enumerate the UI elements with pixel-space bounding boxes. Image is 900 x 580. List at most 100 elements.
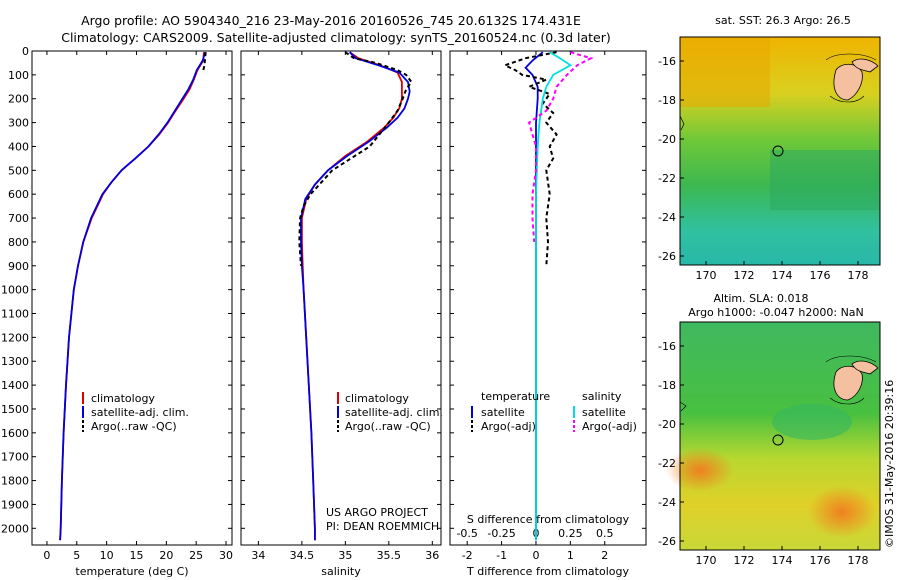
sla-map-title2: Argo h1000: -0.047 h2000: NaN	[688, 306, 864, 319]
series-argo-raw-qc	[202, 52, 207, 71]
y-tick-label: 2000	[1, 522, 29, 535]
sst-warm-patch	[680, 37, 770, 107]
temperature-panel: 0100200300400500600700800900100011001200…	[1, 45, 233, 578]
sla-map-frame	[679, 321, 881, 551]
coast-fragment	[679, 401, 687, 412]
y-tick-label: 1200	[1, 331, 29, 344]
sst-map-title: sat. SST: 26.3 Argo: 26.5	[715, 14, 851, 27]
sla-map-axes: 170 172 174 176 178 -16 -18 -20 -22 -24 -26	[658, 340, 868, 567]
lon-tick-label: 172	[734, 269, 755, 282]
series-argo-raw-qc	[298, 51, 413, 266]
y-tick-label: 1400	[1, 379, 29, 392]
y-tick-label: 100	[8, 69, 29, 82]
header-line1: Argo profile: AO 5904340_216 23-May-2016…	[81, 13, 581, 28]
lat-tick-label: -16	[658, 55, 676, 68]
lat-tick-label: -22	[658, 457, 676, 470]
header-line2: Climatology: CARS2009. Satellite-adjuste…	[61, 30, 611, 45]
salinity-panel: 34 34.5 35 35.5 36 salinity	[240, 50, 442, 578]
lat-tick-label: -22	[658, 172, 676, 185]
lat-tick-label: -20	[658, 133, 676, 146]
y-tick-label: 1000	[1, 284, 29, 297]
x-tick-label: 25	[189, 549, 203, 562]
y-tick-label: 600	[8, 188, 29, 201]
lat-tick-label: -18	[658, 94, 676, 107]
y-tick-label: 1300	[1, 355, 29, 368]
lat-tick-label: -24	[658, 211, 676, 224]
x-tick-label: 5	[73, 549, 80, 562]
sst-map: sat. SST: 26.3 Argo: 26.5 170 172 174 176 17…	[658, 14, 881, 282]
island-viti-levu	[833, 365, 863, 401]
plot-frame	[31, 50, 233, 546]
s-difference-label: S difference from climatology	[467, 513, 630, 526]
series-satellite-adj-clim	[59, 51, 206, 541]
x-tick-label: 20	[159, 549, 173, 562]
s-tick-label: -0.25	[487, 527, 515, 540]
x-tick-label: 35.5	[377, 549, 402, 562]
x-tick-label: 36	[425, 549, 439, 562]
series-t-argo	[502, 51, 558, 266]
y-tick-label: 800	[8, 236, 29, 249]
legend-s-argo-label: Argo(-adj)	[582, 420, 637, 433]
legend-argo-label: Argo(..raw -QC)	[345, 420, 431, 433]
sst-map-axes: 170 172 174 176 178 -16 -18 -20 -22 -24 -26	[658, 55, 868, 282]
y-tick-label: 1800	[1, 475, 29, 488]
legend-satellite-label: satellite-adj. clim.	[91, 406, 189, 419]
lon-tick-label: 170	[696, 269, 717, 282]
project-annotation-line2: PI: DEAN ROEMMICH	[326, 520, 439, 533]
series-s-argo	[527, 51, 594, 242]
lon-tick-label: 178	[848, 269, 869, 282]
x-axis-label: temperature (deg C)	[75, 565, 188, 578]
legend-s-satellite-label: satellite	[582, 406, 626, 419]
x-axis-label: T difference from climatology	[466, 565, 629, 578]
island-vanua-levu	[851, 360, 879, 375]
y-tick-label: 1500	[1, 403, 29, 416]
series-t-satellite	[524, 51, 544, 541]
lat-tick-label: -26	[658, 250, 676, 263]
y-tick-label: 200	[8, 93, 29, 106]
lat-tick-label: -16	[658, 340, 676, 353]
x-tick-label: 10	[100, 549, 114, 562]
island-vanua-levu	[851, 58, 879, 73]
x-tick-label: 0	[532, 549, 539, 562]
y-tick-label: 0	[22, 45, 29, 58]
legend-t-argo-label: Argo(-adj)	[481, 420, 536, 433]
legend-temperature-title: temperature	[481, 390, 550, 403]
legend-climatology-label: climatology	[91, 392, 155, 405]
lon-tick-label: 170	[696, 554, 717, 567]
s-tick-label: 0.25	[558, 527, 583, 540]
sla-map: Altim. SLA: 0.018 Argo h1000: -0.047 h20…	[658, 292, 881, 567]
lon-tick-label: 174	[772, 554, 793, 567]
salinity-legend: climatology satellite-adj. clim. Argo(..…	[326, 392, 443, 533]
lon-tick-label: 178	[848, 554, 869, 567]
project-annotation-line1: US ARGO PROJECT	[326, 506, 428, 519]
sst-cool-patch	[770, 150, 880, 210]
imos-timestamp: ©IMOS 31-May-2016 20:39:16	[883, 380, 896, 548]
y-tick-label: 1600	[1, 427, 29, 440]
legend-t-satellite-label: satellite	[481, 406, 525, 419]
x-tick-label: 35	[338, 549, 352, 562]
x-axis-label: salinity	[321, 565, 361, 578]
legend-argo-label: Argo(..raw -QC)	[91, 420, 177, 433]
s-tick-label: 0.5	[596, 527, 614, 540]
difference-legend: temperature salinity satellite Argo(-adj…	[467, 390, 637, 526]
y-tick-label: 400	[8, 140, 29, 153]
x-tick-label: 34	[251, 549, 265, 562]
lon-tick-label: 172	[734, 554, 755, 567]
series-climatology	[59, 52, 205, 541]
temperature-legend: climatology satellite-adj. clim. Argo(..…	[82, 392, 189, 433]
plot-frame	[449, 50, 647, 546]
sla-map-title1: Altim. SLA: 0.018	[713, 292, 808, 305]
island-viti-levu	[833, 63, 863, 101]
x-tick-label: 15	[129, 549, 143, 562]
x-tick-label: 34.5	[290, 549, 315, 562]
sla-low-band	[772, 404, 852, 440]
legend-satellite-label: satellite-adj. clim.	[345, 406, 443, 419]
y-tick-label: 1100	[1, 308, 29, 321]
y-tick-label: 900	[8, 260, 29, 273]
y-tick-label: 1700	[1, 451, 29, 464]
y-tick-label: 500	[8, 164, 29, 177]
x-tick-label: 1	[567, 549, 574, 562]
reef-outline	[825, 53, 877, 103]
difference-panel: -2 -1 0 1 2-0.5 -0.25 0 0.25 0.5T difference fro…	[449, 50, 647, 578]
lat-tick-label: -20	[658, 418, 676, 431]
